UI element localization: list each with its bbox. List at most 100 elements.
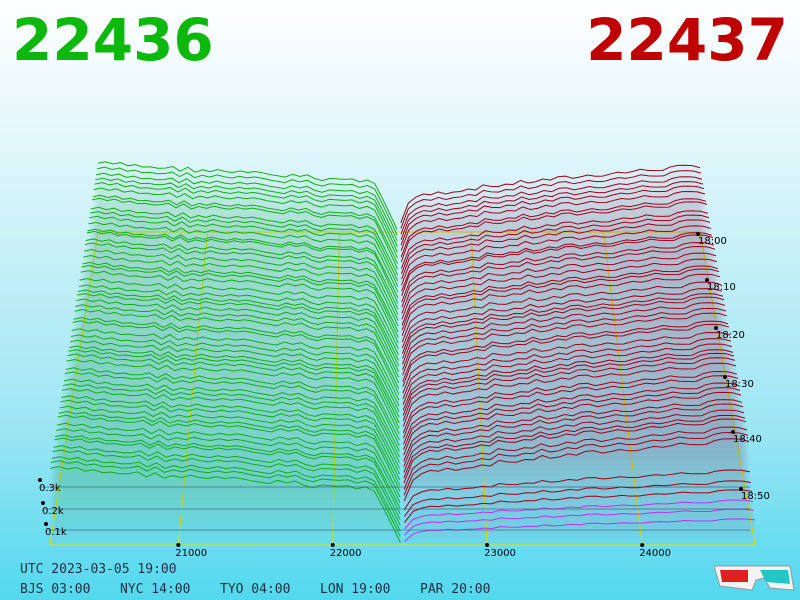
time-label: 18:00 <box>698 236 727 247</box>
ask-depth-line <box>403 432 749 496</box>
bid-depth-line <box>53 445 401 520</box>
ask-depth-line <box>403 438 750 502</box>
zone-time: PAR 20:00 <box>420 582 490 597</box>
tick-dot <box>714 326 718 330</box>
ask-depth-line <box>400 201 708 262</box>
ask-depth-line <box>404 489 753 523</box>
ask-depth-line <box>400 170 702 229</box>
time-label: 18:40 <box>733 434 762 445</box>
ask-depth-line <box>401 281 722 343</box>
bid-depth-line <box>89 215 399 287</box>
axis-labels: 21000 22000 23000 24000 0.3k 0.2k 0.1k 18:00 18:… <box>38 232 770 559</box>
ask-depth-line <box>402 362 737 427</box>
bid-depth-line <box>67 353 400 429</box>
bid-depth-line <box>60 399 401 475</box>
bid-depth-line <box>52 449 401 526</box>
bid-depth-line <box>87 228 399 299</box>
bid-depth-line <box>71 328 400 401</box>
zone-time: TYO 04:00 <box>220 582 290 597</box>
bid-depth-line <box>62 388 401 463</box>
bid-depth-line <box>69 345 400 418</box>
price-label: 22000 <box>330 548 362 559</box>
ask-depth-line <box>401 242 715 303</box>
bid-depth-line <box>76 292 400 367</box>
bid-depth-line <box>83 255 399 327</box>
bid-depth-line <box>66 358 400 435</box>
tick-dot <box>44 522 48 526</box>
ask-depth-line <box>400 191 706 251</box>
ask-depth-line <box>403 399 743 462</box>
ask-depth-line <box>404 508 755 536</box>
bid-depth-line <box>96 172 398 242</box>
bid-depth-line <box>82 261 399 333</box>
ask-depth-line <box>404 518 756 542</box>
ask-depth-line <box>401 234 714 296</box>
ask-depth-line <box>403 387 741 450</box>
time-label: 18:30 <box>725 379 754 390</box>
volume-label: 0.2k <box>42 506 64 517</box>
tick-dot <box>640 543 645 547</box>
price-label: 23000 <box>484 548 516 559</box>
utc-time: UTC 2023-03-05 19:00 <box>20 562 177 577</box>
ask-depth-line <box>402 338 732 400</box>
bid-depth-line <box>92 194 398 264</box>
bid-depth-line <box>68 349 400 424</box>
bid-depth-line <box>57 414 401 492</box>
tick-dot <box>731 430 735 434</box>
ask-depth-line <box>403 391 742 456</box>
ask-depth-line <box>403 480 752 517</box>
bid-depth-line <box>77 289 399 361</box>
ask-depth-line <box>403 414 746 479</box>
ask-depth-line <box>401 268 720 331</box>
ask-depth-line <box>400 185 705 246</box>
tick-dot <box>330 543 335 547</box>
ask-depth-line <box>402 323 730 387</box>
ask-price: 22437 <box>586 6 788 74</box>
tick-dot <box>485 543 490 547</box>
ask-depth-line <box>402 296 725 359</box>
ask-depth-line <box>400 181 704 240</box>
ask-depth-line <box>400 198 707 258</box>
zone-time: NYC 14:00 <box>120 582 190 597</box>
bid-depth-line <box>59 405 401 480</box>
bid-depth-line <box>69 339 400 412</box>
floor-line <box>177 231 209 546</box>
volume-label: 0.1k <box>45 527 67 538</box>
bid-depth-line <box>73 316 400 390</box>
ask-depth-line <box>403 418 747 484</box>
bid-depth-line <box>93 187 398 259</box>
bid-depth-line <box>88 221 399 293</box>
ask-depth-line <box>401 258 718 320</box>
ask-depth-line <box>400 164 701 223</box>
ask-depth-line <box>404 499 754 530</box>
bid-depth-line <box>51 456 401 532</box>
bid-depth-line <box>58 411 401 486</box>
ask-depth-line <box>403 403 744 467</box>
depth-surface <box>40 161 756 546</box>
ask-depth-line <box>402 320 729 382</box>
bid-depth-line <box>94 182 398 253</box>
bid-depth-line <box>91 197 399 270</box>
floor-line <box>332 231 340 546</box>
floor-line <box>603 231 643 546</box>
ask-depth-line <box>401 225 712 286</box>
time-label: 18:10 <box>707 282 736 293</box>
ask-depth-line <box>401 288 723 349</box>
ask-depth-line <box>402 332 731 394</box>
ask-depth-line <box>402 370 738 434</box>
bid-depth-line <box>84 242 399 315</box>
bid-depth-line <box>55 434 401 509</box>
bid-depth-line <box>97 161 398 230</box>
bid-depth-line <box>78 284 399 355</box>
floor-line <box>49 231 99 546</box>
ask-depth-line <box>400 214 710 274</box>
ask-depth-line <box>402 349 734 411</box>
bid-depth-line <box>86 230 399 304</box>
bid-depth-line <box>50 460 401 537</box>
ask-depth-line <box>402 375 739 439</box>
price-label: 24000 <box>639 548 671 559</box>
bid-depth-line <box>70 334 400 407</box>
bid-depth-line <box>90 211 399 281</box>
